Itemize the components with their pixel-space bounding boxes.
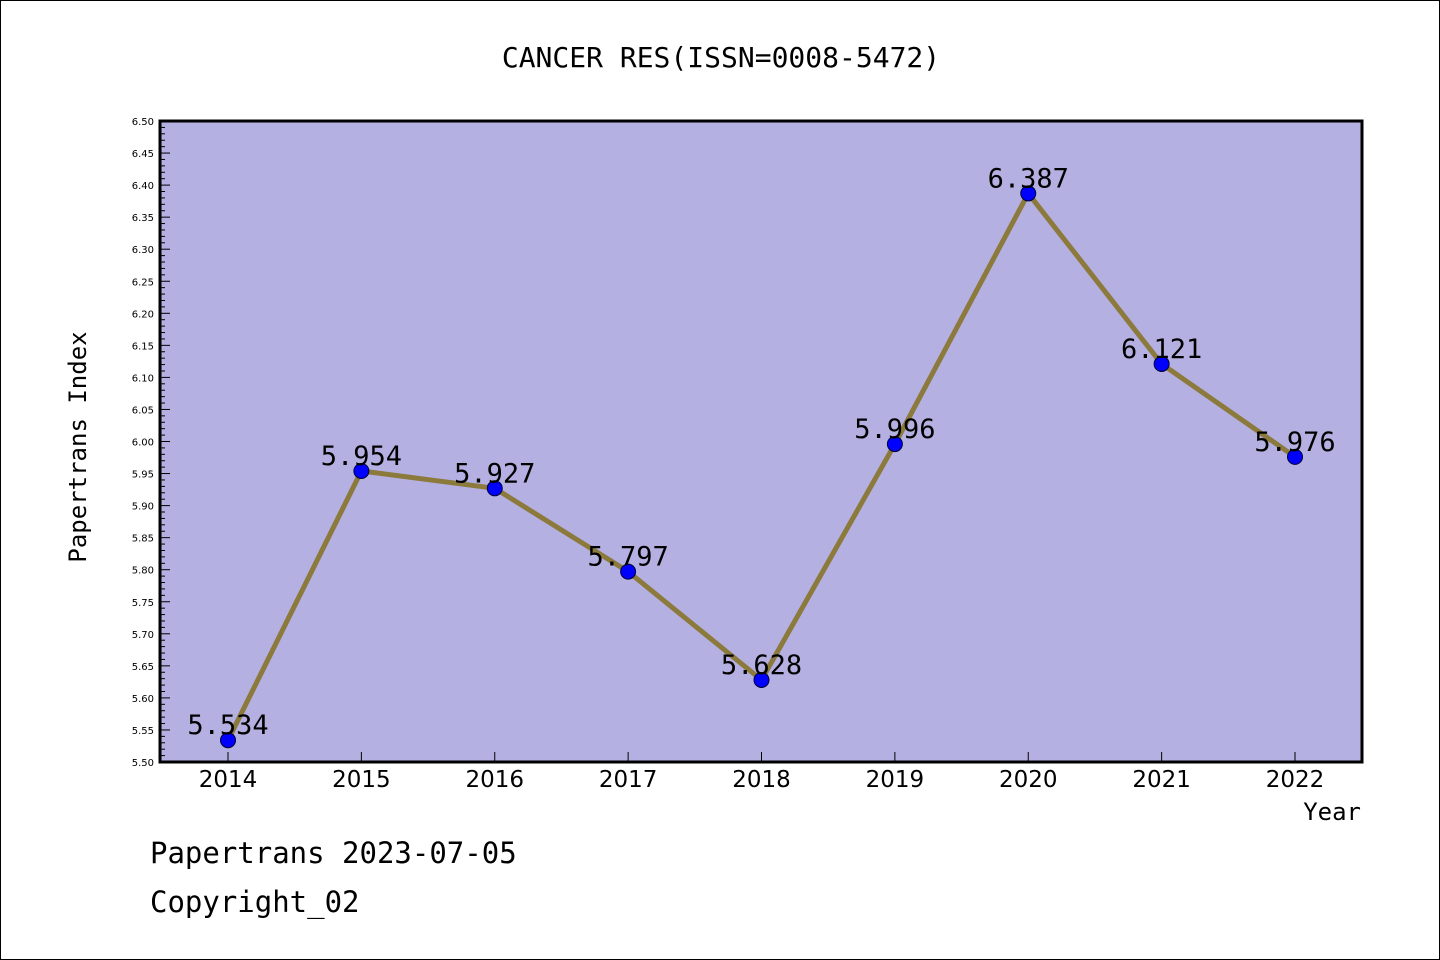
y-axis: 5.50 5.55 5.60 5.65 5.70 5.75 5.80 5.85 5.90 5.95… <box>132 117 170 769</box>
x-tick-label: 2016 <box>465 767 524 793</box>
y-tick-label: 5.55 <box>132 726 154 737</box>
data-label: 6.121 <box>1121 334 1202 365</box>
data-label: 5.797 <box>587 542 668 573</box>
x-tick-label: 2018 <box>732 767 791 793</box>
x-axis-label: Year <box>1303 798 1361 826</box>
data-label: 5.927 <box>454 458 535 489</box>
y-tick-label: 6.15 <box>132 341 154 352</box>
data-series <box>220 185 1303 749</box>
data-label: 5.976 <box>1254 427 1335 458</box>
y-tick-label: 6.10 <box>132 373 154 384</box>
data-point <box>620 563 637 580</box>
y-tick-label: 5.50 <box>132 758 154 769</box>
y-tick-label: 6.35 <box>132 213 154 224</box>
x-tick-label: 2020 <box>999 767 1058 793</box>
y-tick-label: 6.25 <box>132 277 154 288</box>
data-point <box>1287 448 1303 465</box>
x-tick-label: 2019 <box>866 767 925 793</box>
y-tick-label: 6.45 <box>132 149 154 160</box>
x-axis: 2014 2015 2016 2017 2018 2019 2020 2021 2022 <box>199 752 1325 793</box>
data-label: 6.387 <box>988 163 1069 194</box>
data-point <box>486 480 503 497</box>
y-tick-label: 6.00 <box>132 438 154 449</box>
y-tick-label: 5.65 <box>132 662 154 673</box>
data-label: 5.534 <box>187 710 268 741</box>
footer-date: Papertrans 2023-07-05 <box>150 836 517 870</box>
x-tick-label: 2014 <box>199 767 258 793</box>
data-label: 5.954 <box>321 441 402 472</box>
plot-area <box>158 119 1364 764</box>
y-tick-label: 6.40 <box>132 181 154 192</box>
y-tick-label: 5.80 <box>132 566 154 577</box>
x-tick-label: 2017 <box>599 767 658 793</box>
x-tick-label: 2022 <box>1266 767 1325 793</box>
x-tick-label: 2015 <box>332 767 391 793</box>
y-tick-label: 6.05 <box>132 405 154 416</box>
footer-copyright: Copyright_02 <box>150 885 360 919</box>
y-tick-label: 5.85 <box>132 534 154 545</box>
data-point <box>753 671 770 688</box>
y-tick-label: 5.75 <box>132 598 154 609</box>
data-point <box>1153 355 1170 372</box>
data-point <box>220 732 236 749</box>
y-tick-label: 5.60 <box>132 694 154 705</box>
data-label: 5.996 <box>854 414 935 445</box>
data-labels: 5.534 5.954 5.927 5.797 5.628 5.996 6.387 6.121… <box>187 163 1335 741</box>
y-tick-label: 6.30 <box>132 245 154 256</box>
chart-title: CANCER RES(ISSN=0008-5472) <box>502 41 940 74</box>
x-tick-label: 2021 <box>1132 767 1191 793</box>
y-tick-label: 6.20 <box>132 309 154 320</box>
data-point <box>886 436 903 453</box>
data-point <box>353 462 370 479</box>
y-tick-label: 5.70 <box>132 630 154 641</box>
y-axis-label: Papertrans Index <box>64 331 92 562</box>
y-tick-label: 5.95 <box>132 470 154 481</box>
y-tick-label: 6.50 <box>132 117 154 128</box>
data-point <box>1020 185 1037 202</box>
y-tick-label: 5.90 <box>132 502 154 513</box>
data-label: 5.628 <box>721 650 802 681</box>
